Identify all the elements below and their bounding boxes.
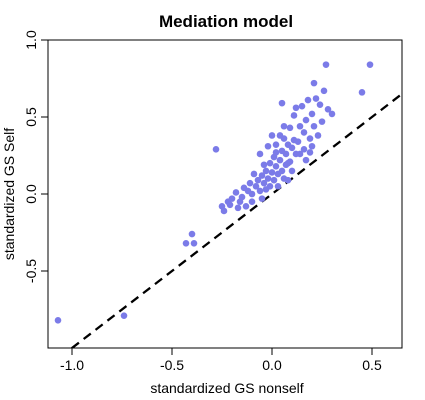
data-point: [288, 167, 296, 175]
data-point: [306, 135, 314, 142]
data-point: [262, 167, 270, 175]
y-tick-label: 1.0: [23, 30, 39, 50]
data-point: [268, 132, 276, 139]
reference-line: [70, 92, 402, 348]
data-point: [292, 104, 300, 112]
data-point: [300, 146, 308, 153]
plot-area: [54, 61, 402, 348]
data-point: [282, 150, 290, 158]
data-point: [258, 195, 266, 202]
data-point: [188, 230, 196, 238]
data-point: [260, 179, 268, 187]
data-point: [308, 142, 316, 150]
data-point: [120, 312, 128, 319]
data-point: [260, 161, 268, 169]
data-point: [268, 169, 276, 176]
y-axis: -0.5 0.0 0.5 1.0: [23, 30, 48, 283]
x-tick-label: -1.0: [60, 357, 84, 373]
data-point: [238, 193, 246, 201]
data-point: [278, 99, 286, 107]
plot-frame: [47, 39, 403, 349]
data-point: [248, 190, 256, 198]
data-point: [304, 96, 312, 104]
data-point: [220, 207, 228, 215]
x-axis-label: standardized GS nonself: [150, 380, 303, 396]
data-point: [226, 201, 234, 209]
data-point: [272, 162, 280, 170]
data-point: [302, 116, 310, 124]
data-point: [182, 239, 190, 247]
data-point: [366, 61, 374, 68]
data-point: [300, 129, 308, 136]
data-point: [318, 118, 326, 125]
data-point: [228, 195, 236, 202]
data-point: [242, 203, 250, 210]
data-point: [308, 110, 316, 118]
data-point: [232, 189, 240, 196]
data-point: [252, 183, 260, 190]
data-point: [328, 110, 336, 118]
data-point: [212, 146, 220, 153]
data-point: [290, 112, 298, 119]
data-point: [190, 239, 198, 247]
data-point: [284, 159, 292, 167]
data-point: [264, 142, 272, 150]
data-point: [324, 106, 332, 113]
data-point: [358, 89, 366, 96]
data-point: [296, 122, 304, 130]
data-point: [272, 141, 280, 149]
data-point: [288, 144, 296, 152]
data-point: [256, 150, 264, 158]
x-axis: -1.0 -0.5 0.0 0.5: [60, 348, 382, 373]
data-point: [250, 170, 258, 178]
data-point: [280, 135, 288, 142]
data-point: [296, 150, 304, 158]
data-point: [248, 198, 256, 205]
data-point: [290, 136, 298, 144]
x-tick-label: 0.5: [362, 357, 382, 373]
data-point: [270, 176, 278, 184]
data-point: [266, 183, 274, 190]
data-point: [278, 167, 286, 175]
data-point: [276, 156, 284, 164]
data-point: [310, 122, 318, 130]
data-point: [310, 79, 318, 87]
data-point: [312, 95, 320, 102]
data-point: [284, 176, 292, 184]
data-point: [266, 159, 274, 167]
data-point: [298, 102, 306, 110]
data-point: [286, 124, 294, 132]
data-point: [54, 316, 62, 324]
y-tick-label: -0.5: [23, 259, 39, 283]
chart-title: Mediation model: [159, 12, 293, 31]
data-point: [314, 132, 322, 139]
data-point: [306, 149, 314, 156]
data-point: [280, 122, 288, 130]
data-point: [322, 61, 330, 68]
y-tick-label: 0.5: [23, 107, 39, 127]
data-point: [254, 176, 262, 184]
data-point: [234, 204, 242, 212]
data-point: [256, 187, 264, 195]
x-tick-label: -0.5: [160, 357, 184, 373]
data-point: [264, 175, 272, 182]
data-point: [320, 87, 328, 95]
x-tick-label: 0.0: [262, 357, 282, 373]
data-point: [274, 183, 282, 190]
data-point: [316, 101, 324, 108]
data-point: [302, 156, 310, 164]
data-point: [246, 179, 254, 187]
y-axis-label: standardized GS Self: [1, 128, 17, 260]
data-point: [272, 149, 280, 156]
y-tick-label: 0.0: [23, 184, 39, 204]
data-point: [258, 172, 266, 179]
